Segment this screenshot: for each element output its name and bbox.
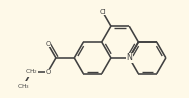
Text: Cl: Cl bbox=[99, 9, 106, 15]
Text: N: N bbox=[126, 53, 132, 62]
Text: CH$_2$: CH$_2$ bbox=[25, 67, 38, 76]
Text: O: O bbox=[45, 69, 50, 75]
Text: CH$_3$: CH$_3$ bbox=[17, 82, 30, 91]
Text: O: O bbox=[45, 41, 50, 47]
